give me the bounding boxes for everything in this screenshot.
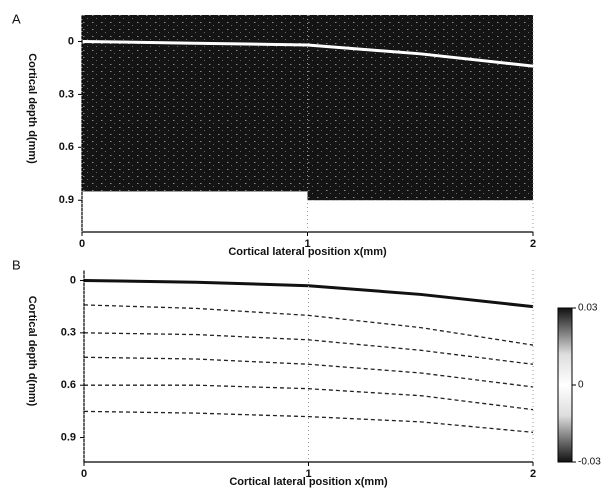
image-right (307, 15, 533, 201)
y-tick-label: 0.9 (61, 431, 76, 443)
series-line (83, 356, 534, 388)
panel-label: B (12, 257, 21, 272)
x-axis-label: Cortical lateral position x(mm) (229, 476, 388, 488)
series-line (83, 304, 534, 346)
y-tick-label: 0.6 (61, 379, 76, 391)
y-tick-label: 0.6 (59, 141, 74, 153)
y-tick-label: 0 (68, 35, 74, 47)
series-line (81, 39, 534, 68)
panel-label: A (12, 11, 21, 26)
x-axis-label: Cortical lateral position x(mm) (228, 246, 387, 258)
colorbar (557, 307, 573, 463)
x-tick-label: 1 (305, 468, 311, 480)
series-line (84, 384, 534, 411)
y-tick-label: 0 (70, 274, 76, 286)
colorbar-tick-label: -0.03 (578, 457, 601, 468)
x-tick-label: 2 (530, 468, 536, 480)
y-tick-label: 0.9 (59, 194, 74, 206)
series-line (83, 278, 534, 309)
y-tick-label: 0.3 (61, 327, 76, 339)
x-tick-label: 0 (79, 238, 85, 250)
series-line (83, 410, 534, 433)
colorbar-tick-label: 0 (578, 380, 584, 391)
series-line (83, 332, 534, 365)
x-tick-label: 0 (81, 468, 87, 480)
y-axis-label: Cortical depth d(mm) (26, 296, 38, 407)
y-axis-label: Cortical depth d(mm) (26, 53, 38, 164)
x-tick-label: 2 (530, 238, 536, 250)
colorbar-tick-label: 0.03 (578, 303, 598, 314)
x-tick-label: 1 (304, 238, 310, 250)
y-tick-label: 0.3 (59, 88, 74, 100)
